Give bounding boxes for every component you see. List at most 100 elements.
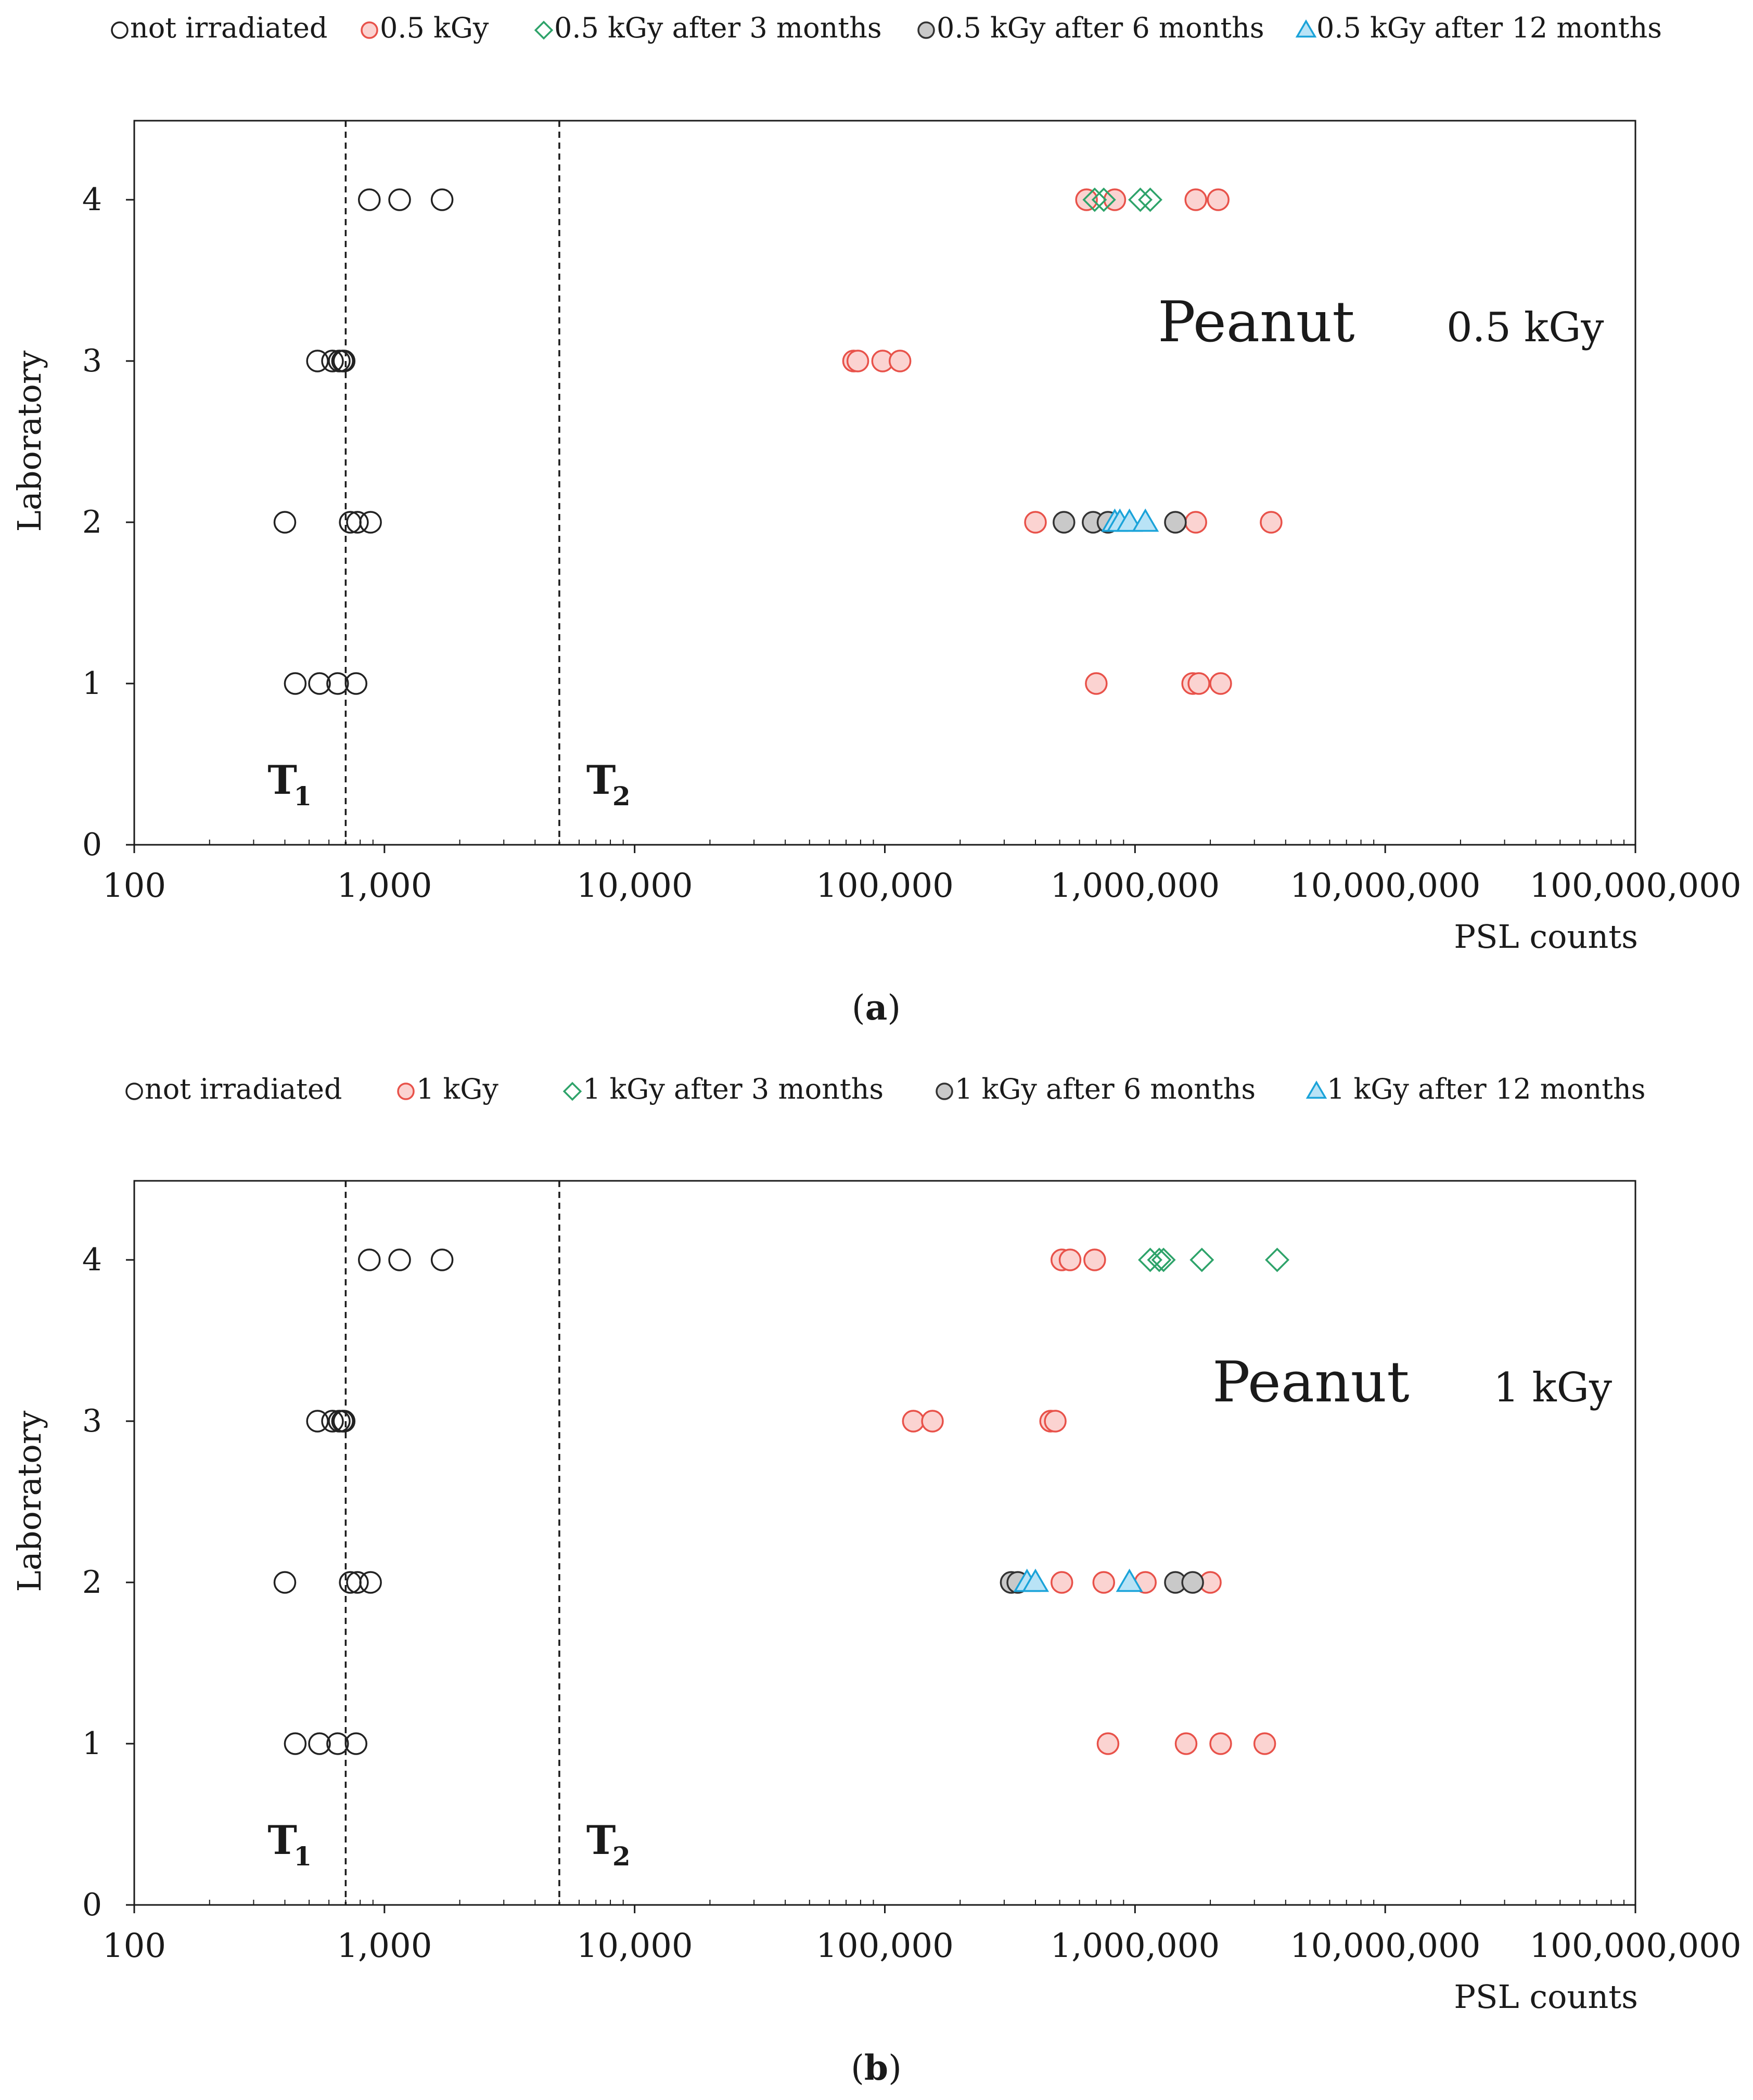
threshold-label-subscript: 2 xyxy=(612,781,631,811)
legend-marker xyxy=(534,20,554,40)
panel-label-open: ( xyxy=(852,988,865,1028)
chart-legend: not irradiated 0.5 kGy 0.5 kGy after 3 mon… xyxy=(111,11,1662,44)
data-point xyxy=(321,350,344,372)
legend-marker xyxy=(125,1083,143,1100)
legend-marker xyxy=(361,21,378,39)
threshold-label-letter: T xyxy=(267,757,297,803)
legend-item: 0.5 kGy xyxy=(361,11,489,44)
data-point xyxy=(346,1571,369,1594)
y-tick-label: 1 xyxy=(82,665,102,702)
data-point xyxy=(344,672,368,695)
data-point xyxy=(1209,1732,1232,1755)
x-tick-label: 100,000,000 xyxy=(1529,1927,1741,1965)
legend-label: 1 kGy xyxy=(416,1073,498,1105)
x-tick-label: 100 xyxy=(103,867,166,905)
data-point xyxy=(344,1732,368,1755)
data-point xyxy=(358,188,381,211)
data-point xyxy=(1253,1732,1276,1755)
chart-annotation: Peanut 1 kGy xyxy=(1212,1350,1612,1415)
legend-label: 1 kGy after 12 months xyxy=(1327,1073,1645,1105)
data-point xyxy=(358,1248,381,1271)
panel-label-close: ) xyxy=(888,2048,902,2088)
x-axis-label: PSL counts xyxy=(1454,918,1638,956)
x-tick-label: 10,000,000 xyxy=(1290,867,1480,905)
x-tick-label: 100,000 xyxy=(816,867,954,905)
legend-item: 0.5 kGy after 12 months xyxy=(1295,11,1662,44)
annotation-dose: 0.5 kGy xyxy=(1447,304,1604,351)
legend-label: 0.5 kGy xyxy=(380,11,489,44)
threshold-label: T1 xyxy=(267,1817,312,1872)
threshold-label: T2 xyxy=(586,757,631,811)
legend-marker xyxy=(1295,19,1317,38)
data-point xyxy=(332,350,356,372)
legend-item: 1 kGy after 3 months xyxy=(562,1073,884,1105)
data-point xyxy=(1184,188,1207,211)
data-point xyxy=(1138,187,1162,212)
data-point xyxy=(306,350,329,372)
threshold-label: T2 xyxy=(586,1817,631,1872)
y-tick-label: 2 xyxy=(82,504,102,540)
legend-item: 1 kGy after 6 months xyxy=(936,1073,1256,1105)
legend-item: 1 kGy after 12 months xyxy=(1306,1073,1645,1105)
y-tick-label: 0 xyxy=(82,1887,102,1923)
data-point xyxy=(1024,511,1047,534)
data-point xyxy=(430,188,454,211)
x-tick-label: 10,000 xyxy=(577,1927,693,1965)
data-point xyxy=(388,1248,411,1271)
data-point xyxy=(1096,1732,1120,1755)
data-point xyxy=(1265,1247,1290,1272)
threshold-label-letter: T xyxy=(267,1817,297,1863)
data-point xyxy=(1092,1571,1116,1594)
data-point xyxy=(1132,508,1159,532)
legend-label: 0.5 kGy after 6 months xyxy=(937,11,1264,44)
legend-label: 1 kGy after 3 months xyxy=(583,1073,884,1105)
y-tick-label: 3 xyxy=(82,343,102,379)
data-point xyxy=(1174,1732,1198,1755)
legend-item: 1 kGy xyxy=(397,1073,498,1105)
data-point xyxy=(1260,511,1283,534)
y-tick-label: 4 xyxy=(82,182,102,218)
x-tick-label: 1,000,000 xyxy=(1050,867,1220,905)
y-tick-label: 1 xyxy=(82,1725,102,1762)
threshold-label: T1 xyxy=(267,757,312,811)
data-points xyxy=(273,187,1283,695)
data-point xyxy=(1083,1248,1106,1271)
y-tick-label: 2 xyxy=(82,1564,102,1601)
x-tick-label: 100,000 xyxy=(816,1927,954,1965)
data-point xyxy=(326,672,349,695)
panel-label-open: ( xyxy=(851,2048,864,2088)
data-point xyxy=(388,188,411,211)
plot-area xyxy=(133,120,1636,846)
legend-label: not irradiated xyxy=(130,11,328,44)
legend-label: 0.5 kGy after 3 months xyxy=(554,11,882,44)
data-point xyxy=(1209,672,1232,695)
data-point xyxy=(1050,1571,1073,1594)
data-point xyxy=(846,350,869,372)
y-tick-label: 0 xyxy=(82,827,102,863)
data-point xyxy=(1075,188,1098,211)
panel-label-close: ) xyxy=(887,988,901,1028)
data-point xyxy=(273,1571,297,1594)
x-minor-ticks xyxy=(209,1900,1624,1905)
data-point xyxy=(1091,187,1116,212)
data-point xyxy=(306,1410,329,1433)
legend-marker xyxy=(917,21,935,39)
panel-label: (a) xyxy=(852,987,901,1028)
data-point xyxy=(902,1410,925,1433)
data-point xyxy=(308,672,331,695)
chart-panel-b: not irradiated 1 kGy 1 kGy after 3 months 1… xyxy=(10,1073,1742,2088)
data-point xyxy=(1187,672,1210,695)
data-point xyxy=(1053,511,1076,534)
data-point xyxy=(1164,511,1187,534)
data-point xyxy=(359,1571,382,1594)
data-point xyxy=(1085,672,1108,695)
x-tick-label: 1,000 xyxy=(337,1927,432,1965)
data-point xyxy=(1082,187,1107,212)
data-point xyxy=(1147,1247,1172,1272)
data-point xyxy=(1044,1410,1067,1433)
data-point xyxy=(284,1732,307,1755)
data-point xyxy=(1138,1247,1162,1272)
data-point xyxy=(273,511,297,534)
legend-label: not irradiated xyxy=(145,1073,342,1105)
